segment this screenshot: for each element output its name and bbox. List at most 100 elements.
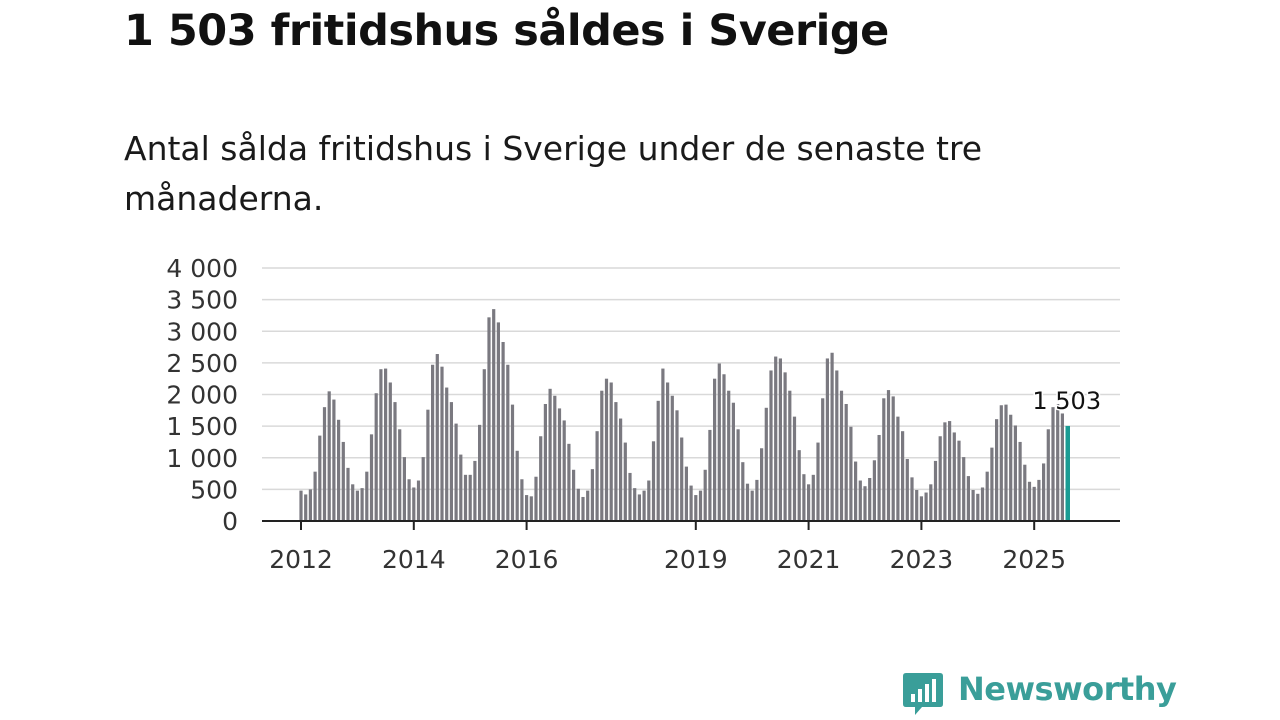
bar bbox=[999, 405, 1003, 521]
bar bbox=[539, 436, 543, 521]
bar bbox=[581, 496, 585, 521]
x-axis-tick-labels: 2012 2014 2016 2019 2021 2023 2025 bbox=[269, 521, 1066, 574]
bar bbox=[717, 363, 721, 521]
bar bbox=[482, 369, 486, 521]
bar bbox=[388, 382, 392, 521]
bar bbox=[431, 364, 435, 521]
x-tick-label: 2016 bbox=[495, 545, 559, 574]
bar bbox=[722, 374, 726, 521]
y-tick-label: 500 bbox=[190, 475, 238, 504]
bar bbox=[839, 390, 844, 521]
bar bbox=[496, 322, 500, 521]
bar bbox=[962, 457, 966, 521]
bar bbox=[924, 492, 928, 521]
annotation-label: 1 503 bbox=[1032, 387, 1101, 415]
bar bbox=[919, 496, 923, 521]
y-tick-label: 2 500 bbox=[166, 349, 238, 378]
bar bbox=[572, 469, 576, 521]
bar bbox=[614, 402, 618, 521]
bar bbox=[764, 407, 768, 521]
bar bbox=[313, 471, 317, 521]
bar bbox=[642, 490, 646, 521]
bar bbox=[760, 448, 764, 521]
bar bbox=[1060, 413, 1064, 521]
bar bbox=[398, 429, 402, 521]
bar bbox=[619, 418, 623, 521]
bar bbox=[337, 419, 341, 521]
bar bbox=[698, 490, 703, 521]
bar bbox=[933, 460, 938, 521]
bar bbox=[656, 400, 660, 521]
bar-highlight bbox=[1065, 425, 1070, 521]
bar bbox=[628, 472, 632, 521]
y-tick-label: 2 000 bbox=[166, 381, 238, 410]
x-tick-label: 2021 bbox=[777, 545, 841, 574]
bar bbox=[966, 476, 970, 521]
bar bbox=[891, 396, 895, 521]
bar bbox=[595, 431, 599, 521]
bar bbox=[943, 422, 947, 521]
newsworthy-logo[interactable]: Newsworthy bbox=[902, 670, 1177, 718]
bar bbox=[304, 494, 308, 521]
bar bbox=[849, 426, 853, 521]
bar bbox=[407, 479, 411, 521]
bar bbox=[868, 477, 872, 521]
bar bbox=[755, 479, 759, 521]
bar bbox=[938, 436, 942, 521]
bar bbox=[684, 466, 688, 521]
bar bbox=[736, 429, 740, 521]
bar bbox=[478, 424, 482, 521]
bar bbox=[459, 454, 463, 521]
bar bbox=[341, 441, 345, 521]
bar bbox=[384, 368, 388, 521]
bar bbox=[543, 403, 547, 521]
bar bbox=[633, 488, 637, 521]
bar bbox=[506, 364, 510, 521]
bar bbox=[322, 407, 327, 521]
bar bbox=[985, 471, 989, 521]
bar bbox=[821, 398, 825, 521]
bar bbox=[778, 358, 782, 521]
bar bbox=[830, 352, 834, 521]
bar bbox=[727, 390, 731, 521]
bar bbox=[515, 450, 519, 521]
bars bbox=[299, 309, 1070, 521]
x-tick-label: 2019 bbox=[664, 545, 728, 574]
bar bbox=[666, 382, 670, 521]
bar bbox=[910, 477, 914, 521]
bar bbox=[971, 490, 975, 521]
y-tick-label: 0 bbox=[222, 507, 238, 536]
bar bbox=[534, 476, 538, 521]
bar bbox=[576, 488, 580, 521]
bar bbox=[604, 378, 609, 521]
bar bbox=[990, 447, 994, 521]
bar bbox=[713, 378, 717, 521]
x-tick-label: 2023 bbox=[890, 545, 954, 574]
bar bbox=[1056, 403, 1060, 521]
bar bbox=[807, 484, 811, 521]
bar bbox=[355, 490, 359, 521]
bar bbox=[412, 487, 416, 521]
bar bbox=[802, 474, 806, 521]
bar bbox=[788, 390, 792, 521]
bar bbox=[915, 490, 919, 521]
bar bbox=[774, 356, 778, 521]
bar bbox=[886, 390, 891, 521]
bar bbox=[529, 496, 533, 521]
bar bbox=[327, 391, 331, 521]
bar bbox=[816, 442, 820, 521]
bar bbox=[661, 368, 665, 521]
bar bbox=[473, 460, 477, 521]
bar bbox=[463, 474, 468, 521]
bar bbox=[1018, 441, 1022, 521]
bar bbox=[567, 443, 571, 521]
bar bbox=[1046, 429, 1050, 521]
bar bbox=[872, 460, 876, 521]
bar bbox=[318, 435, 322, 521]
bar bbox=[769, 370, 773, 521]
bar bbox=[365, 471, 369, 521]
bar bbox=[901, 431, 905, 521]
bar bbox=[797, 450, 801, 521]
bar bbox=[1032, 486, 1036, 521]
bar bbox=[929, 484, 933, 521]
